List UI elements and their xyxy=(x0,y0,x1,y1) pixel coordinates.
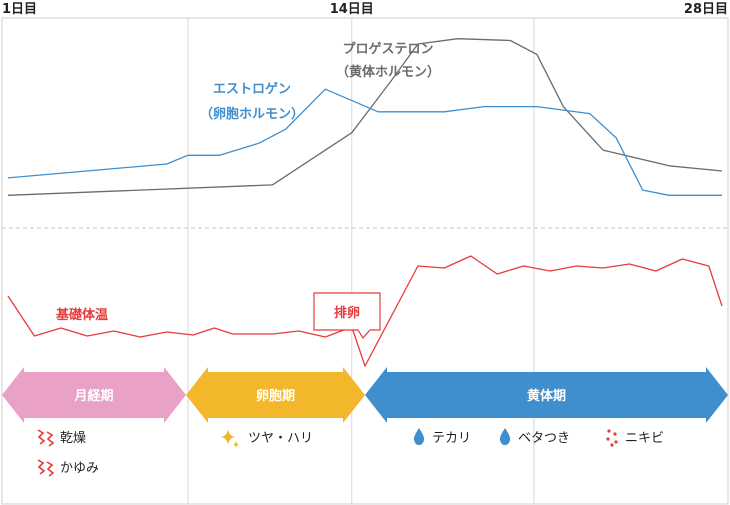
phase-arrow-menstrual xyxy=(2,367,186,423)
series-line-bbt xyxy=(7,255,723,367)
annotations: プロゲステロン （黄体ホルモン） エストロゲン （卵胞ホルモン） 基礎体温 排卵 xyxy=(55,41,440,340)
ovulation-callout-box xyxy=(313,292,381,340)
zigzag-icon xyxy=(37,429,55,447)
zigzag-stroke xyxy=(46,431,55,447)
estrogen-label: エストロゲン xyxy=(213,81,291,97)
symptom-label: ツヤ・ハリ xyxy=(248,431,313,446)
drop-shape xyxy=(413,428,425,445)
dot xyxy=(614,440,618,444)
zigzag-stroke xyxy=(46,461,55,477)
zigzag-icon xyxy=(37,459,55,477)
dots-icon xyxy=(606,429,618,447)
dot xyxy=(607,429,611,433)
drop-icon xyxy=(499,428,511,445)
zigzag-stroke xyxy=(37,429,46,445)
chart-border xyxy=(1,17,729,505)
bbt-label: 基礎体温 xyxy=(55,307,108,323)
series-line-progesterone xyxy=(7,38,723,196)
progesterone-sublabel: （黄体ホルモン） xyxy=(336,64,440,80)
symptom-label: ニキビ xyxy=(625,431,664,446)
phase-label-menstrual: 月経期 xyxy=(73,388,113,404)
zigzag-stroke xyxy=(37,459,46,475)
dot xyxy=(613,432,617,436)
phase-arrow-follicular xyxy=(186,367,365,423)
day-tick-label: 14日目 xyxy=(330,2,374,17)
sparkle-star xyxy=(221,429,235,445)
phase-arrow-luteal xyxy=(365,367,728,423)
phase-arrows: 月経期 卵胞期 黄体期 xyxy=(2,367,728,423)
dot xyxy=(610,443,614,447)
phase-label-luteal: 黄体期 xyxy=(527,388,566,404)
symptom-label: かゆみ xyxy=(60,461,99,476)
estrogen-sublabel: （卵胞ホルモン） xyxy=(200,106,304,122)
sparkle-star-small xyxy=(233,441,239,448)
drop-icon xyxy=(413,428,425,445)
ovulation-label: 排卵 xyxy=(334,305,360,321)
drop-shape xyxy=(499,428,511,445)
day-tick-label: 28日目 xyxy=(684,2,728,17)
day-tick-labels: 1日目 14日目 28日目 xyxy=(2,2,728,17)
progesterone-label: プロゲステロン xyxy=(342,41,433,57)
symptom-label: テカリ xyxy=(432,431,471,446)
day-tick-label: 1日目 xyxy=(2,2,37,17)
symptom-label: ベタつき xyxy=(518,431,570,446)
symptom-label: 乾燥 xyxy=(60,431,86,446)
chart-frame xyxy=(1,17,729,505)
sparkle-icon xyxy=(221,429,239,448)
dot xyxy=(606,437,610,441)
series-line-estrogen xyxy=(7,88,722,196)
phase-label-follicular: 卵胞期 xyxy=(256,388,295,404)
series-lines xyxy=(7,38,723,367)
